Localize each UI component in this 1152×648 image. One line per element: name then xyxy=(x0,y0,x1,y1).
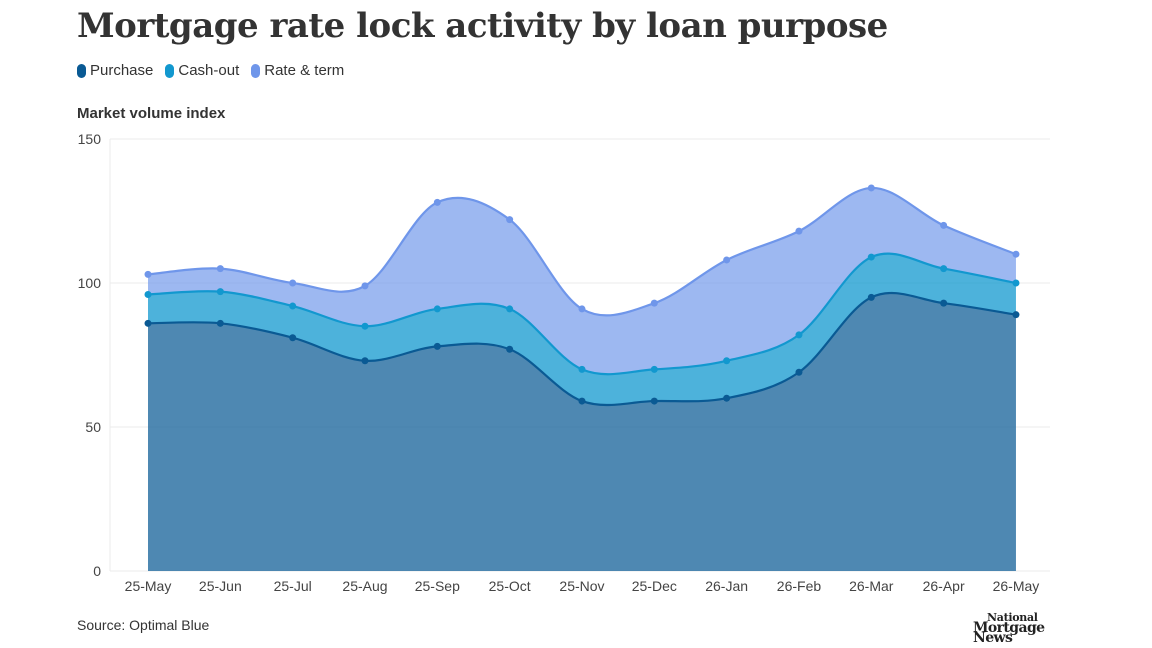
point-rateterm xyxy=(289,279,297,287)
point-cashout xyxy=(506,305,514,313)
legend-swatch-cashout xyxy=(165,63,175,78)
point-purchase xyxy=(506,345,514,353)
legend-label-rateterm: Rate & term xyxy=(264,62,345,79)
legend-item-cashout[interactable]: Cash-out xyxy=(165,62,239,79)
y-tick-label: 100 xyxy=(78,275,102,291)
point-cashout xyxy=(361,322,369,330)
point-cashout xyxy=(723,357,731,365)
logo-line-1: National xyxy=(987,611,1038,624)
point-purchase xyxy=(723,394,731,402)
point-cashout xyxy=(650,365,658,373)
point-purchase xyxy=(361,357,369,365)
point-rateterm xyxy=(216,265,224,273)
point-purchase xyxy=(433,342,441,350)
x-tick-label: 25-Nov xyxy=(559,578,604,594)
legend-swatch-rateterm xyxy=(251,63,261,78)
point-rateterm xyxy=(940,221,948,229)
y-tick-label: 0 xyxy=(93,563,101,579)
y-tick-label: 150 xyxy=(78,131,102,147)
point-cashout xyxy=(216,288,224,296)
x-tick-label: 25-Sep xyxy=(415,578,460,594)
publisher-logo: National Mortgage News xyxy=(973,611,1083,646)
point-rateterm xyxy=(578,305,586,313)
point-purchase xyxy=(216,319,224,327)
point-rateterm xyxy=(1012,250,1020,258)
point-rateterm xyxy=(867,184,875,192)
x-tick-label: 26-Jan xyxy=(705,578,748,594)
area-cashout xyxy=(148,253,1016,406)
x-tick-label: 25-Oct xyxy=(489,578,531,594)
legend-swatch-purchase xyxy=(77,63,86,78)
source-note: Source: Optimal Blue xyxy=(77,617,210,633)
x-tick-label: 25-Jul xyxy=(274,578,312,594)
x-tick-label: 25-Jun xyxy=(199,578,242,594)
point-rateterm xyxy=(361,282,369,290)
point-cashout xyxy=(289,302,297,310)
point-cashout xyxy=(940,265,948,273)
logo-line-2: Mortgage News xyxy=(973,620,1045,646)
y-tick-label: 50 xyxy=(85,419,101,435)
point-cashout xyxy=(144,291,152,299)
x-tick-label: 26-Mar xyxy=(849,578,894,594)
legend-item-purchase[interactable]: Purchase xyxy=(77,62,153,79)
point-purchase xyxy=(578,397,586,405)
point-rateterm xyxy=(144,270,152,278)
point-purchase xyxy=(1012,311,1020,319)
x-tick-label: 25-Aug xyxy=(342,578,387,594)
x-tick-label: 26-May xyxy=(993,578,1040,594)
point-rateterm xyxy=(433,198,441,206)
point-purchase xyxy=(144,319,152,327)
point-rateterm xyxy=(506,216,514,224)
point-purchase xyxy=(867,293,875,301)
y-axis-label: Market volume index xyxy=(77,105,226,122)
point-purchase xyxy=(940,299,948,307)
legend-label-purchase: Purchase xyxy=(90,62,154,79)
legend-item-rateterm[interactable]: Rate & term xyxy=(251,62,344,79)
x-tick-label: 25-Dec xyxy=(632,578,677,594)
point-purchase xyxy=(289,334,297,342)
x-tick-label: 26-Apr xyxy=(923,578,965,594)
point-rateterm xyxy=(723,256,731,264)
x-tick-label: 25-May xyxy=(125,578,172,594)
chart-title: Mortgage rate lock activity by loan purp… xyxy=(77,6,888,46)
point-rateterm xyxy=(795,227,803,235)
point-rateterm xyxy=(650,299,658,307)
point-purchase xyxy=(795,368,803,376)
x-tick-label: 26-Feb xyxy=(777,578,822,594)
chart-legend: Purchase Cash-out Rate & term xyxy=(77,62,344,79)
point-cashout xyxy=(433,305,441,313)
point-cashout xyxy=(867,253,875,261)
point-cashout xyxy=(578,365,586,373)
point-cashout xyxy=(795,331,803,339)
legend-label-cashout: Cash-out xyxy=(178,62,240,79)
point-cashout xyxy=(1012,279,1020,287)
point-purchase xyxy=(650,397,658,405)
